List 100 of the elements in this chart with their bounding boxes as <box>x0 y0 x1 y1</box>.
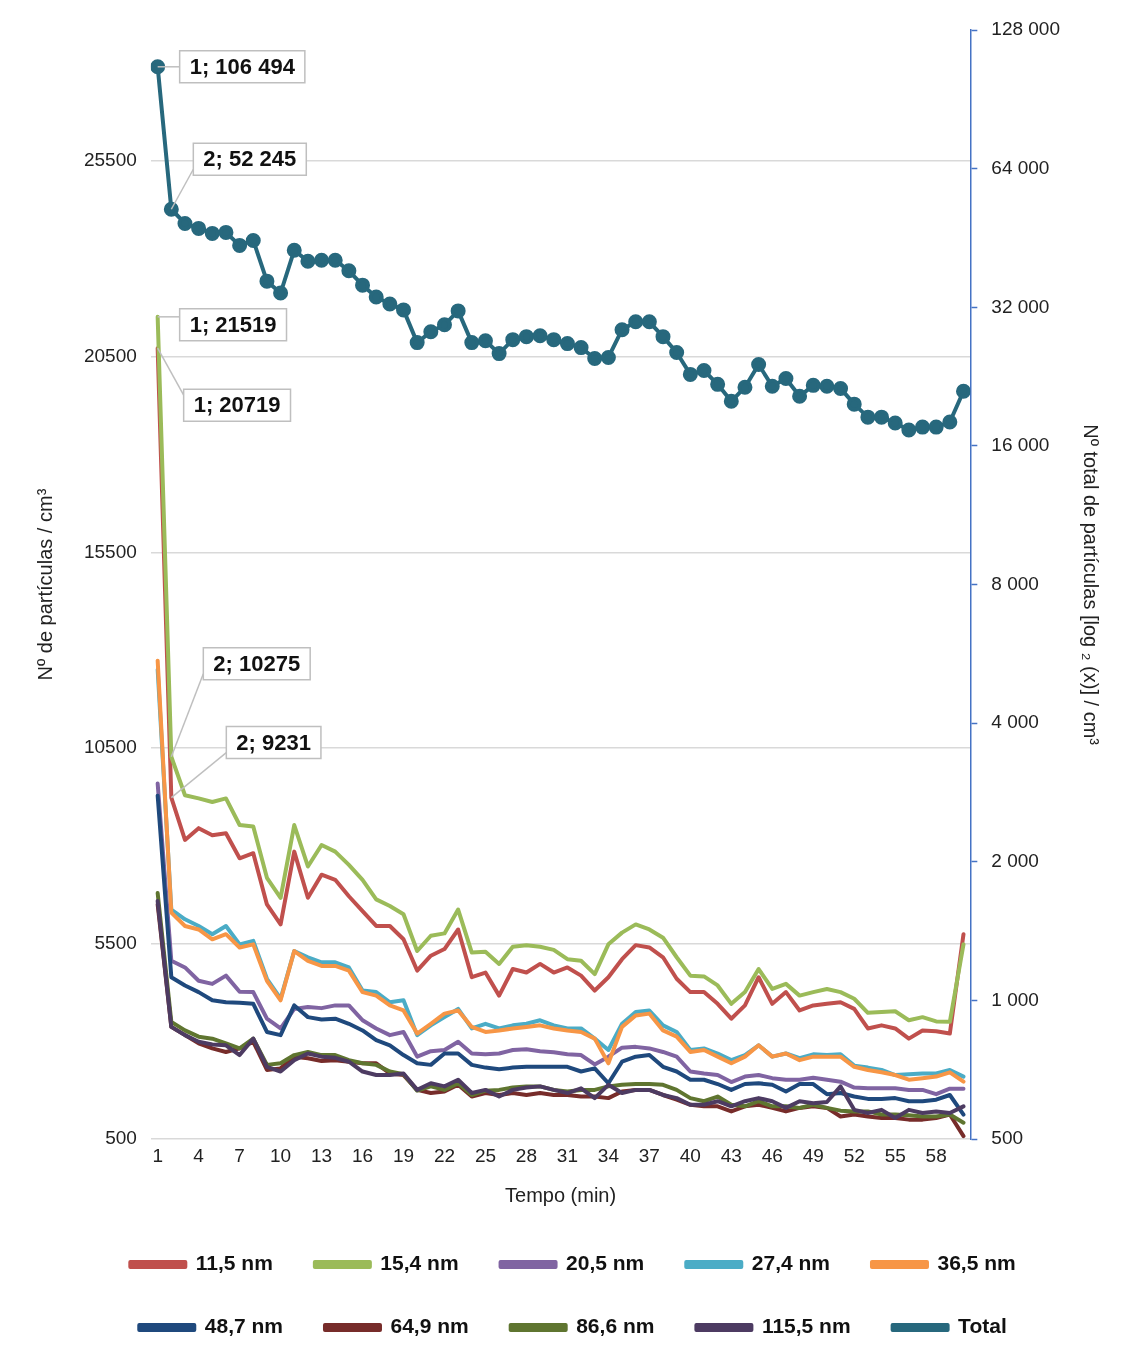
x-tick-label: 22 <box>433 1144 456 1166</box>
legend-label: 64,9 nm <box>390 1314 469 1338</box>
point <box>600 349 616 365</box>
y-tick-label: 500 <box>105 1127 137 1149</box>
point <box>464 335 480 351</box>
data-label: 1; 106 494 <box>189 53 296 79</box>
x-tick-label: 19 <box>392 1144 415 1166</box>
data-label: 1; 21519 <box>189 311 277 337</box>
y2-tick-label: 8 000 <box>991 572 1039 594</box>
point <box>532 328 548 344</box>
data-label: 2; 10275 <box>213 650 301 676</box>
point <box>273 285 289 301</box>
point <box>477 333 493 349</box>
legend-label: 15,4 nm <box>380 1251 459 1275</box>
point <box>300 253 316 269</box>
x-axis-title: Tempo (min) <box>505 1183 617 1206</box>
point <box>546 332 562 348</box>
point <box>669 345 685 361</box>
data-label: 2; 52 245 <box>203 146 297 172</box>
point <box>396 302 412 318</box>
y2-tick-label: 128 000 <box>991 18 1061 40</box>
point <box>819 378 835 394</box>
x-tick-label: 28 <box>515 1144 537 1166</box>
legend-label: 86,6 nm <box>576 1314 655 1338</box>
legend-label: 27,4 nm <box>751 1251 830 1275</box>
legend-label: 36,5 nm <box>937 1251 1016 1275</box>
point <box>901 422 917 438</box>
point <box>191 220 207 236</box>
x-tick-label: 7 <box>234 1144 245 1166</box>
point <box>682 366 698 382</box>
point <box>409 335 425 351</box>
y-tick-label: 5500 <box>94 931 137 953</box>
point <box>436 317 452 333</box>
point <box>737 379 753 395</box>
point <box>505 332 521 348</box>
point <box>559 336 575 352</box>
point <box>423 324 439 340</box>
point <box>764 378 780 394</box>
x-tick-label: 16 <box>351 1144 374 1166</box>
y-tick-label: 10500 <box>83 736 137 758</box>
legend-label: 20,5 nm <box>566 1251 645 1275</box>
point <box>778 370 794 386</box>
point <box>218 224 234 240</box>
point <box>327 252 343 268</box>
point <box>204 225 220 241</box>
data-label: 2; 9231 <box>236 729 311 755</box>
x-tick-label: 43 <box>720 1144 742 1166</box>
point <box>751 357 767 373</box>
x-tick-label: 40 <box>679 1144 701 1166</box>
point <box>887 415 903 431</box>
point <box>232 237 248 253</box>
x-tick-label: 10 <box>270 1144 292 1166</box>
point <box>833 380 849 396</box>
point <box>382 296 398 312</box>
point <box>641 314 657 330</box>
x-tick-label: 52 <box>843 1144 865 1166</box>
point <box>792 388 808 404</box>
x-tick-label: 58 <box>925 1144 947 1166</box>
point <box>723 393 739 409</box>
point <box>518 329 534 345</box>
x-tick-label: 1 <box>152 1144 163 1166</box>
point <box>928 419 944 435</box>
y-axis-title: Nº de partículas / cm³ <box>33 488 56 681</box>
point <box>163 201 179 217</box>
point <box>860 409 876 425</box>
legend-label: 115,5 nm <box>761 1314 851 1338</box>
y2-tick-label: 32 000 <box>991 295 1050 317</box>
point <box>177 215 193 231</box>
x-tick-label: 4 <box>193 1144 205 1166</box>
point <box>245 232 261 248</box>
y-tick-label: 20500 <box>83 344 137 366</box>
x-tick-label: 25 <box>474 1144 497 1166</box>
point <box>655 329 671 345</box>
legend-label: 11,5 nm <box>195 1251 273 1275</box>
point <box>314 252 330 268</box>
legend-label: Total <box>958 1314 1007 1338</box>
y2-tick-label: 1 000 <box>991 988 1039 1010</box>
x-tick-label: 46 <box>761 1144 783 1166</box>
x-tick-label: 13 <box>310 1144 333 1166</box>
point <box>874 409 890 425</box>
point <box>450 303 466 319</box>
x-tick-label: 49 <box>802 1144 824 1166</box>
data-label: 1; 20719 <box>193 392 281 418</box>
point <box>710 376 726 392</box>
x-tick-label: 37 <box>638 1144 660 1166</box>
point <box>150 59 166 75</box>
y2-axis-title: Nº total de partículas [log ₂ (x)] / cm³ <box>1080 424 1103 746</box>
point <box>955 383 971 399</box>
y2-tick-label: 64 000 <box>991 156 1050 178</box>
point <box>286 242 302 258</box>
point <box>587 351 603 367</box>
y2-tick-label: 4 000 <box>991 711 1039 733</box>
y-tick-label: 25500 <box>83 149 137 171</box>
point <box>341 263 357 279</box>
point <box>942 414 958 430</box>
y2-tick-label: 2 000 <box>991 850 1039 872</box>
x-tick-label: 55 <box>884 1144 906 1166</box>
point <box>846 396 862 412</box>
point <box>614 322 630 338</box>
x-tick-label: 34 <box>597 1144 620 1166</box>
